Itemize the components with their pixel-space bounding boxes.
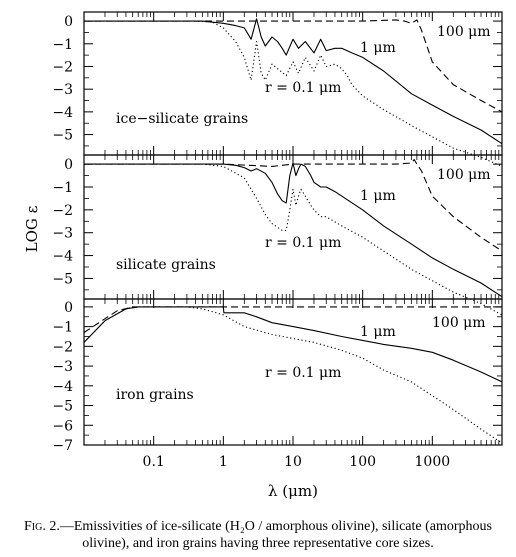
y-tick-label: −5 xyxy=(52,128,73,144)
annotation-label-100um: 100 μm xyxy=(437,24,491,40)
x-tick-label: 1 xyxy=(219,454,228,470)
series-solid-line xyxy=(84,18,503,145)
y-tick-label: −4 xyxy=(52,249,73,265)
y-tick-label: −4 xyxy=(52,105,73,121)
series-dotted-line xyxy=(84,163,503,316)
y-tick-label: −1 xyxy=(52,320,73,336)
y-tick-label: −5 xyxy=(52,271,73,287)
series-dotted-line xyxy=(83,306,503,444)
y-tick-label: −7 xyxy=(52,438,73,454)
panel-iron: 0 −1 −2 −3 −4 −5 −6 −7 0.1 1 10 100 1000 100 μm 1 μ… xyxy=(52,298,503,470)
annotation-label-1um: 1 μm xyxy=(360,40,396,56)
panel-silicate: 0 −1 −2 −3 −4 −5 100 μm 1 μm r = 0.1 μm silic… xyxy=(52,154,503,316)
y-tick-label: 0 xyxy=(64,300,73,316)
series-dashed-line xyxy=(83,306,502,333)
annotation-label-0p1um: r = 0.1 μm xyxy=(265,365,341,381)
annotation-label-100um: 100 μm xyxy=(432,315,486,331)
series-solid-line xyxy=(84,162,503,298)
series-dashed-line xyxy=(84,19,503,113)
y-tick-label: −4 xyxy=(52,379,73,395)
x-axis-title: λ (μm) xyxy=(268,482,318,500)
y-tick-label: −5 xyxy=(52,399,73,415)
y-tick-label: 0 xyxy=(64,14,73,30)
caption-text: —Emissivities of ice-silicate (H₂O / amo… xyxy=(59,519,493,551)
y-tick-label: −1 xyxy=(52,37,73,53)
annotation-label-1um: 1 μm xyxy=(360,324,396,340)
panel-ice-silicate: 0 −1 −2 −3 −4 −5 100 μm 1 μm r = 0.1 μm ice−s… xyxy=(52,11,503,167)
y-tick-label: −2 xyxy=(52,339,73,355)
y-tick-label: −1 xyxy=(52,180,73,196)
y-tick-label: −3 xyxy=(52,359,73,375)
x-tick-label: 10 xyxy=(284,454,302,470)
annotation-label-100um: 100 μm xyxy=(437,167,491,183)
y-tick-label: −2 xyxy=(52,203,73,219)
panel-title-iron: iron grains xyxy=(116,387,194,403)
y-tick-label: −2 xyxy=(52,59,73,75)
x-tick-label: 100 xyxy=(349,454,376,470)
panel-title-silicate: silicate grains xyxy=(116,257,216,273)
panel-title-ice-silicate: ice−silicate grains xyxy=(116,111,248,127)
annotation-label-0p1um: r = 0.1 μm xyxy=(265,80,341,96)
figure-number: Fig. 2. xyxy=(23,519,60,534)
y-tick-label: −6 xyxy=(52,418,73,434)
y-axis-title: LOG ε xyxy=(23,205,41,252)
y-tick-label: −3 xyxy=(52,226,73,242)
figure-caption: Fig. 2.—Emissivities of ice-silicate (H₂… xyxy=(0,518,516,552)
annotation-label-1um: 1 μm xyxy=(360,188,396,204)
emissivity-figure: 0 −1 −2 −3 −4 −5 100 μm 1 μm r = 0.1 μm ice−s… xyxy=(23,11,503,500)
x-tick-label: 0.1 xyxy=(143,454,165,470)
annotation-label-0p1um: r = 0.1 μm xyxy=(265,235,341,251)
series-dashed-line xyxy=(84,159,503,252)
y-tick-label: −3 xyxy=(52,82,73,98)
y-tick-label: 0 xyxy=(64,157,73,173)
series-solid-line xyxy=(83,306,503,383)
x-tick-label: 1000 xyxy=(415,454,451,470)
